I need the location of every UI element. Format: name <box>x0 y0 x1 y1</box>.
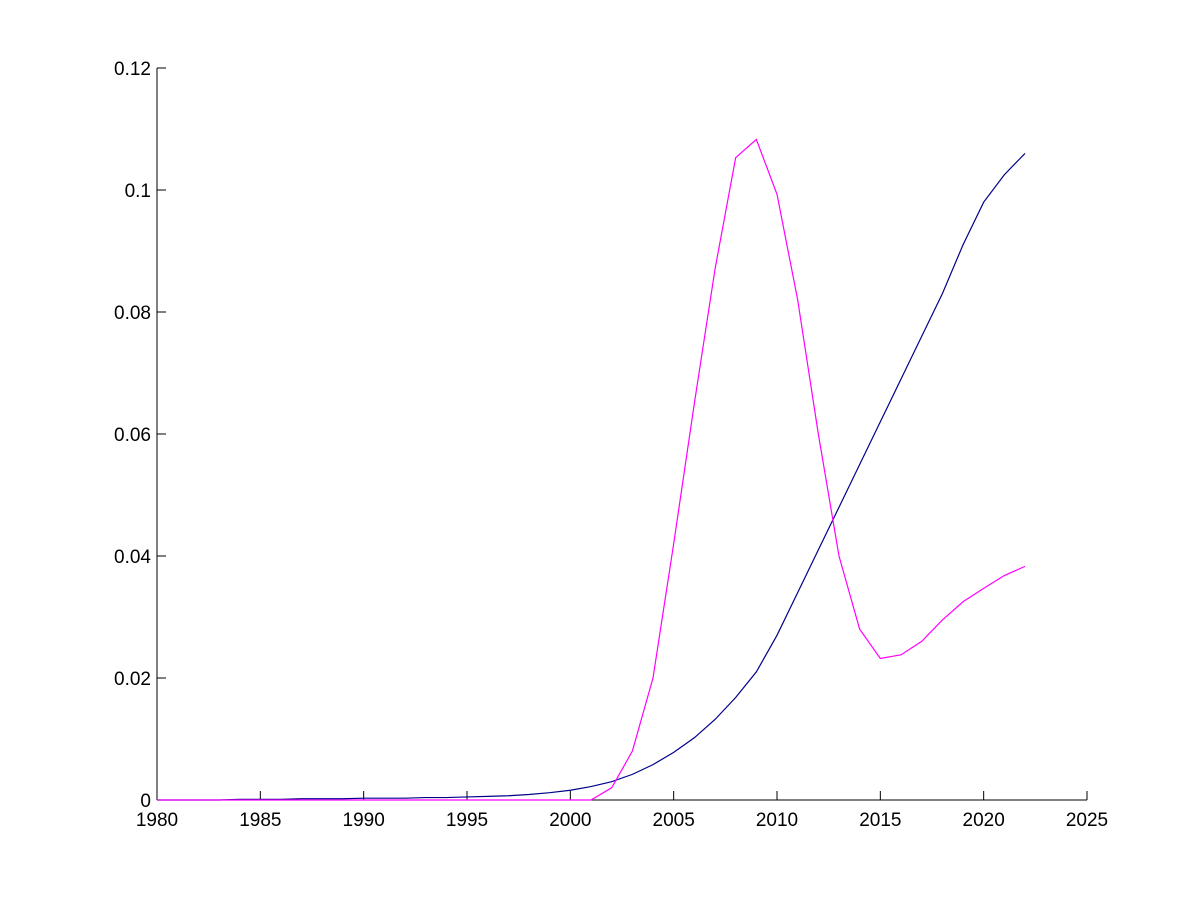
x-tick-label: 2005 <box>653 810 695 831</box>
x-tick-label: 2000 <box>549 810 591 831</box>
x-tick-label: 1980 <box>136 810 178 831</box>
x-tick-label: 2025 <box>1066 810 1108 831</box>
y-tick-label: 0.08 <box>114 303 151 324</box>
line-series <box>157 152 1026 801</box>
y-tick-label: 0.04 <box>114 547 151 568</box>
x-tick-label: 1995 <box>446 810 488 831</box>
x-tick-label: 2015 <box>859 810 901 831</box>
x-tick-label: 1990 <box>343 810 385 831</box>
y-tick-label: 0.02 <box>114 669 151 690</box>
x-tick-label: 2020 <box>963 810 1005 831</box>
y-tick-label: 0 <box>140 791 151 812</box>
x-tick-label: 1985 <box>239 810 281 831</box>
line-series <box>157 138 1026 801</box>
x-tick-label: 2010 <box>756 810 798 831</box>
y-tick-label: 0.1 <box>125 181 151 202</box>
y-tick-label: 0.06 <box>114 425 151 446</box>
y-tick-label: 0.12 <box>114 59 151 80</box>
